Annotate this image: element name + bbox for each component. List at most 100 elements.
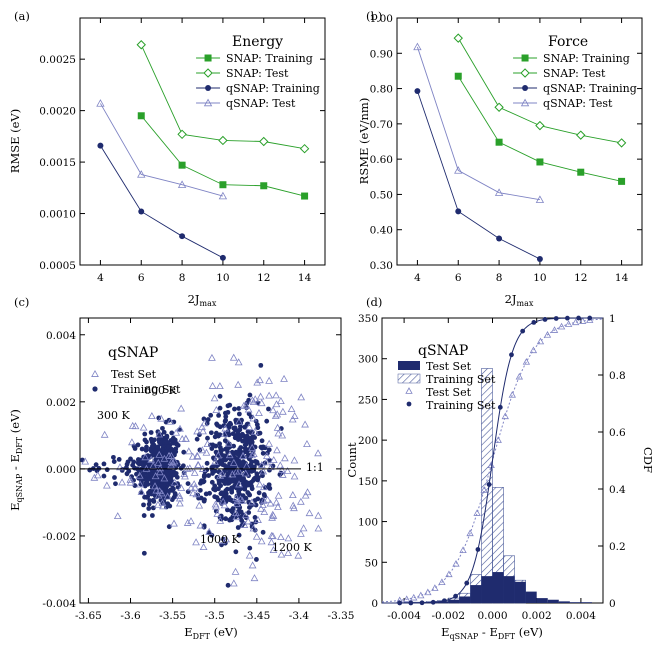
annotation-1to1: 1:1 [306, 461, 324, 474]
scatter-point [231, 567, 240, 575]
scatter-point [269, 456, 278, 463]
legend-marker [521, 54, 529, 62]
scatter-point [163, 492, 172, 500]
scatter-point [124, 461, 130, 467]
x-axis-label-c: EDFT (eV) [184, 625, 237, 641]
y-tick-label: 50 [365, 557, 378, 569]
scatter-point [150, 505, 156, 511]
scatter-point [244, 405, 253, 413]
legend-label: SNAP: Test [543, 67, 606, 80]
scatter-point [258, 362, 264, 368]
scatter-point [168, 448, 173, 453]
scatter-point [244, 517, 253, 525]
scatter-point [156, 415, 162, 421]
cdf-point [501, 412, 509, 420]
scatter-point [151, 472, 160, 480]
legend-marker [520, 68, 530, 78]
scatter-point [205, 435, 210, 441]
y-axis-label-b: RSME (eV/nm) [357, 98, 371, 185]
axes-frame-c [79, 317, 342, 604]
axes-frame-a [79, 17, 326, 266]
legend-label: Test Set [426, 386, 472, 399]
scatter-point [118, 478, 126, 486]
y-tick-label: 0.70 [370, 119, 393, 131]
scatter-point [248, 498, 256, 506]
annotation-600k: 600 K [144, 384, 177, 397]
scatter-point [314, 449, 322, 457]
scatter-point [147, 498, 153, 503]
x-tick-label: 4 [97, 272, 104, 284]
scatter-point [277, 550, 286, 558]
scatter-point [181, 434, 190, 442]
y-tick-label: 0.0005 [39, 260, 76, 272]
histogram-bar-test [536, 598, 548, 603]
data-point [576, 130, 586, 140]
scatter-point [220, 430, 229, 438]
scatter-point [263, 495, 272, 503]
cdf-point [408, 600, 414, 606]
scatter-point [247, 505, 252, 510]
y-tick-label: 0.002 [46, 397, 76, 409]
cdf-point [403, 595, 411, 603]
scatter-point [101, 473, 107, 479]
cdf-point [571, 318, 580, 326]
scatter-point [231, 509, 240, 517]
y-tick-label: 0.0020 [39, 106, 76, 118]
y-tick-label: 0.004 [46, 330, 76, 342]
data-point [618, 177, 626, 185]
legend-label: SNAP: Training [226, 52, 313, 65]
scatter-point [130, 462, 136, 468]
scatter-point [171, 486, 176, 492]
scatter-point [266, 463, 275, 471]
panel-label-c: (c) [14, 295, 29, 309]
scatter-point [232, 493, 241, 501]
scatter-point [152, 486, 161, 494]
y-tick-label: 0.60 [370, 154, 393, 166]
scatter-point [175, 499, 184, 507]
scatter-point [314, 511, 323, 519]
scatter-point [141, 469, 147, 475]
legend-marker [406, 401, 412, 407]
scatter-point [266, 499, 275, 507]
scatter-point [199, 543, 208, 551]
scatter-point [254, 557, 259, 562]
scatter-point [169, 430, 175, 436]
scatter-point [280, 454, 289, 462]
scatter-point [189, 489, 197, 497]
scatter-point [260, 529, 266, 535]
scatter-point [232, 406, 237, 412]
scatter-point [266, 406, 271, 412]
data-point [535, 120, 545, 131]
scatter-point [162, 451, 168, 457]
x-tick-label: 0.000 [477, 610, 507, 622]
scatter-point [249, 450, 258, 458]
scatter-point [270, 463, 276, 469]
scatter-point [253, 378, 262, 386]
scatter-point [219, 497, 228, 505]
scatter-point [216, 516, 225, 524]
scatter-point [192, 490, 201, 498]
scatter-point [256, 376, 264, 384]
scatter-point [273, 423, 282, 431]
scatter-point [251, 464, 257, 470]
scatter-point [259, 438, 265, 444]
scatter-point [236, 508, 242, 514]
cdf-point [464, 580, 470, 586]
scatter-point [212, 502, 220, 510]
scatter-point [229, 353, 238, 361]
scatter-point [239, 452, 248, 460]
cdf-point [445, 570, 453, 578]
cdf-point [515, 372, 524, 380]
data-point [219, 254, 226, 261]
y-axis-label-c: EqSNAP - EDFT (eV) [8, 409, 24, 511]
legend-label: Training Set [426, 399, 496, 412]
scatter-point [257, 537, 266, 545]
scatter-point [241, 469, 250, 477]
scatter-point [236, 411, 242, 417]
scatter-point [272, 391, 280, 399]
data-point [494, 188, 504, 196]
cdf-point [508, 391, 516, 398]
scatter-point [299, 524, 308, 532]
cdf-point [497, 404, 503, 410]
scatter-point [193, 427, 202, 435]
